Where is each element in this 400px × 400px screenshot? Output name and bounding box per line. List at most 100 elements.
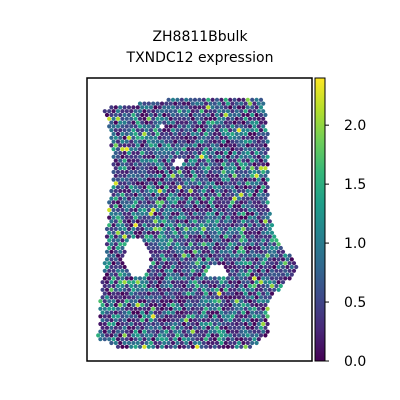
- spot: [190, 268, 195, 273]
- spot: [254, 120, 259, 125]
- spot: [223, 128, 228, 133]
- spot: [129, 329, 134, 334]
- spot: [201, 302, 206, 308]
- spot: [166, 173, 171, 178]
- spot: [217, 344, 222, 349]
- spot: [261, 223, 266, 228]
- spot: [166, 280, 171, 285]
- spot: [212, 131, 217, 137]
- spot: [195, 344, 200, 349]
- spot: [115, 337, 121, 342]
- spot: [177, 261, 182, 266]
- spot: [170, 143, 176, 148]
- spot: [223, 340, 228, 346]
- spot: [250, 181, 255, 186]
- spot: [184, 325, 189, 330]
- spot: [203, 238, 209, 243]
- spot: [118, 264, 123, 270]
- spot: [223, 112, 228, 118]
- spot: [210, 143, 215, 148]
- spot: [241, 257, 246, 262]
- spot: [228, 97, 233, 102]
- spot: [186, 131, 191, 137]
- spot: [212, 253, 217, 258]
- spot: [241, 302, 246, 308]
- spot: [181, 154, 187, 159]
- spot: [179, 287, 184, 292]
- spot: [289, 272, 294, 277]
- spot: [179, 302, 184, 308]
- spot: [236, 211, 242, 216]
- spot: [186, 200, 191, 205]
- spot: [137, 131, 143, 137]
- spot: [199, 124, 204, 129]
- spot: [135, 211, 140, 216]
- spot: [151, 200, 156, 205]
- spot: [133, 276, 138, 281]
- spot: [170, 234, 176, 239]
- spot: [247, 268, 253, 273]
- spot: [232, 204, 237, 209]
- spot: [109, 318, 114, 323]
- spot: [263, 173, 268, 178]
- spot: [135, 333, 140, 338]
- spot: [168, 131, 173, 137]
- spot: [131, 295, 136, 300]
- spot: [192, 135, 198, 140]
- spot: [214, 188, 220, 194]
- spot: [104, 112, 110, 118]
- spot: [239, 192, 244, 197]
- spot: [157, 181, 162, 186]
- spot: [221, 299, 226, 304]
- spot: [250, 105, 255, 110]
- spot: [225, 109, 231, 114]
- spot: [162, 234, 167, 239]
- spot: [190, 291, 195, 296]
- spot: [115, 276, 121, 281]
- spot: [100, 280, 105, 285]
- spot: [104, 280, 110, 285]
- spot: [166, 264, 171, 270]
- spot: [217, 283, 222, 289]
- spot: [113, 249, 118, 254]
- spot: [159, 337, 165, 342]
- spot: [247, 230, 253, 235]
- spot: [217, 147, 222, 152]
- spot: [195, 283, 200, 289]
- spot: [188, 295, 193, 300]
- spot: [159, 306, 165, 311]
- spot: [126, 166, 132, 171]
- spot: [197, 295, 202, 300]
- spot: [177, 230, 182, 235]
- spot: [221, 109, 226, 114]
- spot: [166, 219, 171, 224]
- spot: [115, 230, 121, 235]
- spot: [214, 143, 220, 148]
- spot: [234, 147, 239, 152]
- spot: [254, 112, 259, 118]
- spot: [124, 238, 129, 243]
- spot: [230, 215, 235, 220]
- spot: [107, 253, 112, 258]
- spot: [118, 135, 123, 140]
- spot: [208, 192, 213, 197]
- spot: [173, 223, 178, 228]
- spot: [254, 318, 259, 323]
- spot: [261, 314, 266, 319]
- spot: [195, 147, 200, 152]
- spot: [190, 238, 195, 243]
- spot: [98, 321, 103, 327]
- spot: [212, 299, 217, 304]
- spot: [170, 166, 176, 171]
- spot: [146, 192, 151, 197]
- spot: [144, 325, 149, 330]
- spot: [230, 200, 235, 205]
- spot: [175, 150, 180, 156]
- spot: [208, 314, 213, 319]
- spot: [168, 268, 173, 273]
- spot: [153, 181, 158, 186]
- spot: [228, 264, 233, 270]
- spot: [219, 257, 224, 262]
- spot: [197, 234, 202, 239]
- spot: [148, 318, 154, 323]
